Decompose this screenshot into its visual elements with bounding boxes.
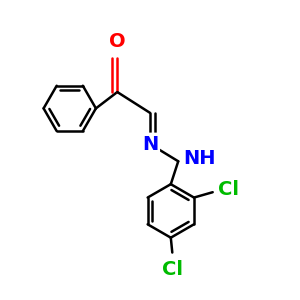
Text: Cl: Cl — [218, 180, 239, 199]
Text: NH: NH — [184, 149, 216, 168]
Text: Cl: Cl — [162, 260, 183, 279]
Text: N: N — [142, 135, 158, 154]
Text: O: O — [109, 32, 126, 51]
